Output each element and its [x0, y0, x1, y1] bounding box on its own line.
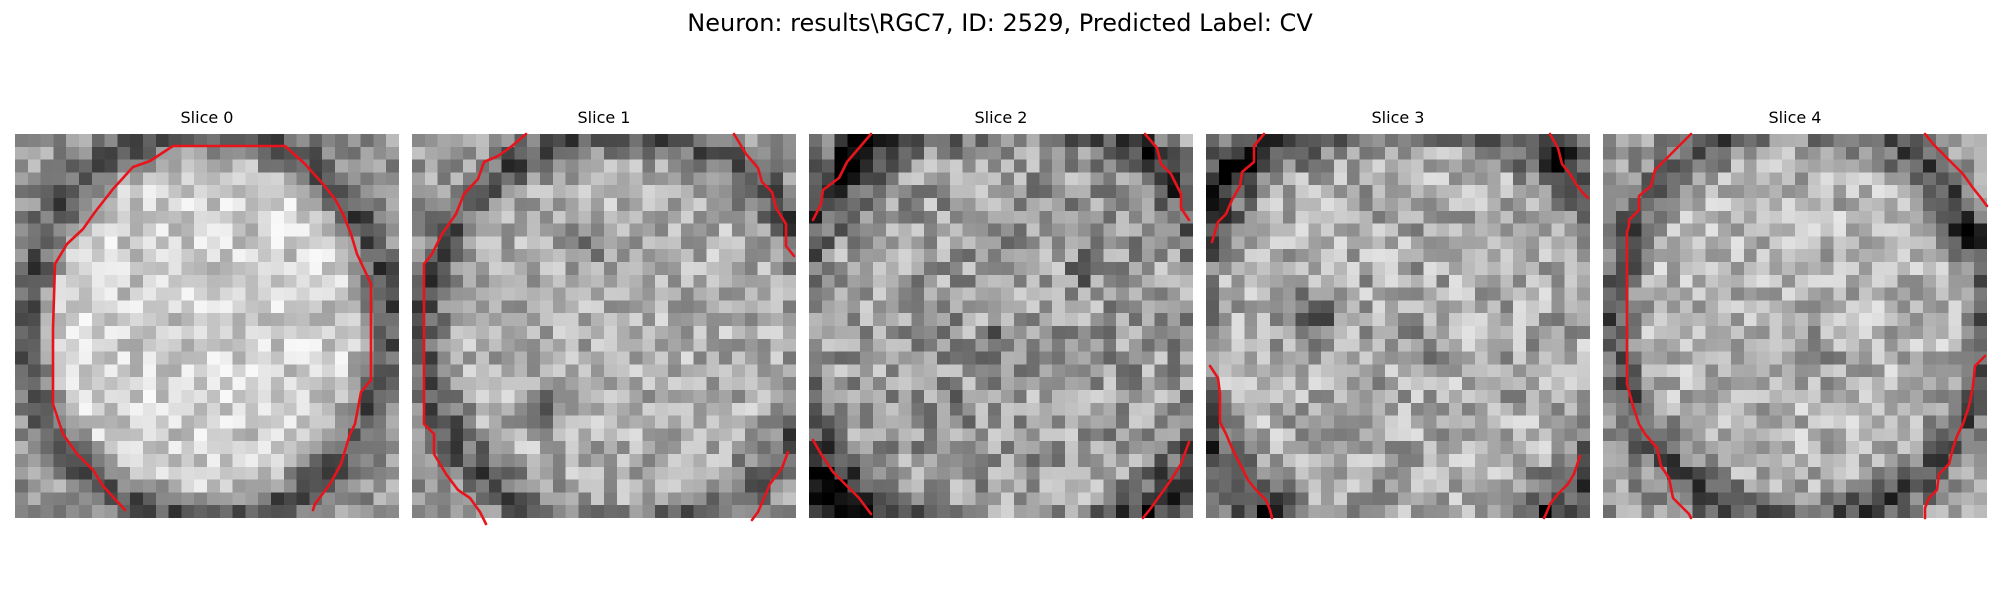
slice-4-title: Slice 4: [1768, 108, 1822, 127]
slice-2-image: [809, 134, 1193, 518]
slice-1-image: [412, 134, 796, 518]
slice-0-image: [15, 134, 399, 518]
figure-title: Neuron: results\RGC7, ID: 2529, Predicte…: [687, 9, 1313, 37]
slice-4-image: [1603, 134, 1987, 518]
slice-1-title: Slice 1: [577, 108, 631, 127]
slice-0-title: Slice 0: [180, 108, 234, 127]
slice-2-title: Slice 2: [974, 108, 1028, 127]
slice-3-image: [1206, 134, 1590, 518]
slice-3-title: Slice 3: [1371, 108, 1425, 127]
